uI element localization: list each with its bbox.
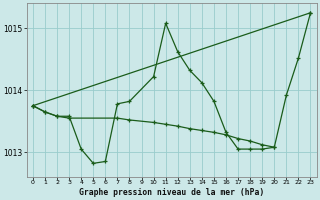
X-axis label: Graphe pression niveau de la mer (hPa): Graphe pression niveau de la mer (hPa) (79, 188, 264, 197)
